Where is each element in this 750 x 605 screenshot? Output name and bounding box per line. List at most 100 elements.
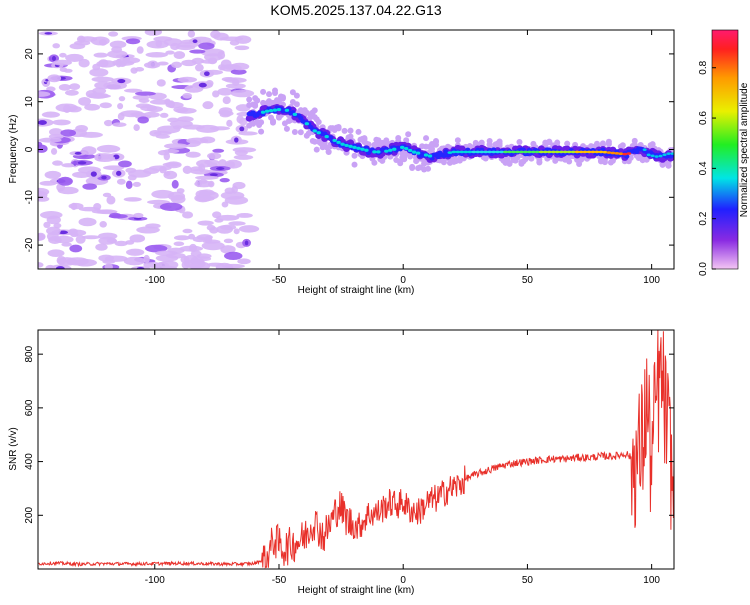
ridge-core — [272, 108, 278, 112]
x-tick-label: 100 — [643, 275, 660, 286]
ridge-halo — [335, 124, 342, 131]
y-tick-label: 20 — [24, 48, 35, 60]
ridge-core — [392, 147, 397, 151]
x-tick-label: -50 — [272, 575, 287, 586]
noise-blob — [123, 256, 146, 266]
noise-blob — [91, 209, 114, 214]
noise-blob — [52, 119, 71, 126]
noise-blob — [237, 258, 251, 265]
snr-y-ticks: 200 400 600 800 — [24, 345, 674, 524]
noise-blob — [75, 124, 88, 133]
noise-blob — [145, 244, 168, 253]
ridge-halo — [528, 155, 535, 162]
noise-blob — [215, 262, 234, 269]
noise-blob — [94, 154, 116, 163]
spectrogram-y-label: Frequency (Hz) — [8, 115, 19, 184]
noise-blob — [99, 102, 112, 109]
ridge-core — [467, 150, 473, 154]
snr-x-label: Height of straight line (km) — [298, 585, 415, 596]
noise-blob — [95, 243, 108, 251]
noise-blob — [222, 96, 231, 105]
colorbar-tick-label: 0.2 — [698, 211, 709, 225]
ridge-core — [670, 152, 674, 155]
noise-blob — [221, 77, 236, 82]
noise-blob — [195, 189, 211, 199]
noise-blob — [155, 254, 179, 262]
noise-blob — [52, 59, 72, 66]
noise-blob — [60, 129, 77, 137]
noise-core — [55, 266, 65, 269]
noise-blob — [164, 171, 171, 176]
noise-blob — [202, 101, 214, 110]
noise-blob — [233, 228, 240, 235]
ridge-core — [388, 148, 393, 152]
noise-blob — [212, 90, 220, 98]
noise-blob — [52, 43, 60, 49]
noise-blob — [149, 129, 162, 137]
ridge-halo — [371, 159, 378, 166]
ridge-halo — [347, 133, 354, 140]
noise-blob — [221, 201, 229, 208]
noise-blob — [156, 79, 166, 87]
ridge-halo — [315, 118, 322, 125]
ridge-core — [650, 154, 655, 158]
ridge-core — [284, 108, 290, 112]
ridge-halo — [566, 158, 573, 165]
noise-blob — [38, 91, 51, 97]
noise-blob — [159, 202, 183, 211]
ridge-core — [542, 150, 548, 154]
x-tick-label: 50 — [522, 575, 534, 586]
noise-blob — [48, 236, 62, 244]
ridge-mid — [598, 152, 604, 157]
noise-core — [116, 170, 122, 176]
noise-blob — [194, 256, 212, 262]
noise-blob — [118, 96, 126, 102]
noise-blob — [233, 154, 254, 160]
noise-blob — [104, 263, 113, 269]
ridge-core — [598, 150, 604, 154]
ridge-core — [403, 146, 409, 151]
ridge-core — [658, 154, 663, 158]
ridge-mid — [328, 135, 334, 140]
noise-blob — [143, 61, 161, 69]
noise-blob — [226, 161, 236, 168]
ridge-mid — [298, 115, 304, 121]
ridge-halo — [649, 141, 656, 148]
ridge-core — [515, 150, 520, 154]
noise-blob — [112, 122, 127, 127]
ridge-halo — [401, 153, 408, 160]
spectrogram-x-label: Height of straight line (km) — [298, 285, 415, 296]
noise-blob — [207, 152, 222, 160]
ridge-core — [606, 151, 612, 154]
ridge-halo — [619, 142, 626, 149]
ridge-core — [662, 153, 667, 157]
ridge-halo — [496, 142, 503, 149]
noise-core — [44, 32, 53, 35]
noise-blob — [144, 30, 163, 36]
noise-blob — [78, 96, 92, 106]
ridge-core — [356, 146, 361, 150]
noise-blob — [155, 40, 163, 48]
ridge-core — [594, 150, 600, 154]
ridge-core — [574, 150, 580, 154]
colorbar-gradient — [711, 29, 739, 270]
noise-blob — [194, 63, 204, 72]
noise-blob — [173, 51, 186, 59]
noise-blob — [106, 238, 118, 243]
noise-blob — [133, 124, 140, 132]
noise-blob — [132, 95, 150, 100]
ridge-halo — [486, 141, 493, 148]
ridge-core — [570, 150, 576, 154]
noise-blob — [81, 146, 97, 156]
noise-blob — [65, 53, 84, 62]
noise-blob — [223, 238, 234, 244]
ridge-halo — [564, 140, 571, 147]
ridge-core — [487, 150, 493, 154]
ridge-core — [332, 138, 337, 143]
colorbar-tick-label: 0.6 — [698, 111, 709, 125]
x-tick-label: -50 — [272, 275, 287, 286]
noise-blob — [64, 89, 79, 96]
noise-blob — [135, 91, 156, 96]
noise-blob — [145, 223, 161, 229]
